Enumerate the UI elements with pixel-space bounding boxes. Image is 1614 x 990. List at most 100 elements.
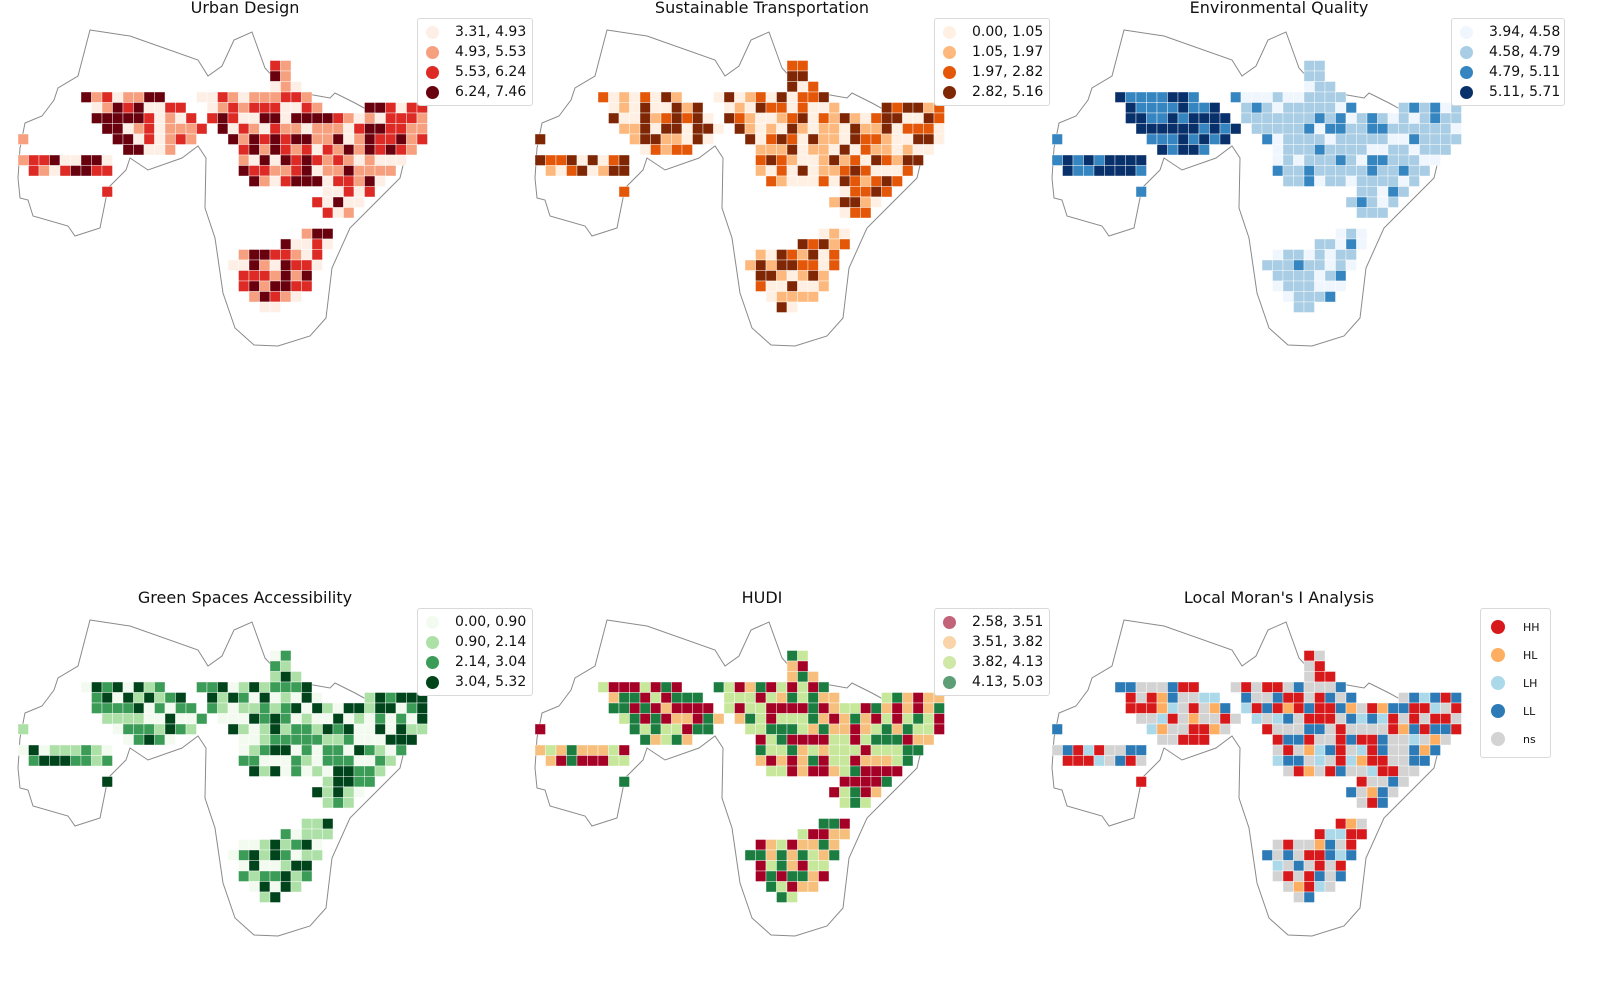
grid-cell [776,123,788,135]
grid-cell [849,755,861,767]
grid-cell [912,154,924,166]
grid-cell [786,259,798,271]
grid-cell [1156,133,1168,145]
grid-cell [238,280,250,292]
grid-cell [1272,91,1284,103]
grid-cell [1356,723,1368,735]
grid-cell [860,144,872,156]
grid-cell [639,692,651,704]
grid-cell [269,291,281,303]
grid-cell [280,723,292,735]
grid-cell [1272,870,1284,882]
grid-cell [860,797,872,809]
legend-label: 4.58, 4.79 [1489,44,1561,60]
grid-cell [786,692,798,704]
grid-cell [259,849,271,861]
grid-cell [217,713,229,725]
grid-cell [301,681,313,693]
grid-cell [1387,755,1399,767]
grid-cell [1377,744,1389,756]
grid-cell [332,797,344,809]
grid-cell [343,702,355,714]
grid-cell [828,144,840,156]
grid-cell [1429,144,1441,156]
grid-cell [248,175,260,187]
grid-cell [1335,280,1347,292]
grid-cell [1335,734,1347,746]
grid-cell [1293,280,1305,292]
grid-cell [227,692,239,704]
grid-cell [259,91,271,103]
grid-cell [849,744,861,756]
grid-cell [1303,175,1315,187]
grid-cell [923,144,935,156]
grid-cell [1167,713,1179,725]
grid-cell [629,702,641,714]
grid-cell [112,133,124,145]
legend-label: 2.58, 3.51 [972,614,1044,630]
grid-cell [1093,165,1105,177]
grid-cell [1272,723,1284,735]
grid-cell [881,102,893,114]
grid-cell [1314,102,1326,114]
grid-cell [217,112,229,124]
grid-cell [797,755,809,767]
grid-cell [765,839,777,851]
grid-cell [1387,133,1399,145]
grid-cell [248,870,260,882]
grid-cell [122,133,134,145]
grid-cell [28,165,40,177]
grid-cell [322,818,334,830]
grid-cell [839,765,851,777]
grid-cell [248,723,260,735]
grid-cell [1135,154,1147,166]
grid-cell [1324,713,1336,725]
legend: 2.58, 3.51 3.51, 3.82 3.82, 4.13 4.13, 5.03 [934,608,1051,696]
grid-cell [70,744,82,756]
grid-cell [1167,102,1179,114]
grid-cell [385,112,397,124]
grid-cell [1408,744,1420,756]
grid-cell [818,102,830,114]
grid-cell [374,723,386,735]
grid-cell [849,165,861,177]
grid-cell [248,849,260,861]
grid-cell [1083,744,1095,756]
grid-cell [1114,154,1126,166]
grid-cell [755,702,767,714]
grid-cell [807,133,819,145]
grid-cell [1440,692,1452,704]
legend-item: HL [1491,641,1540,669]
grid-cell [776,249,788,261]
grid-cell [322,238,334,250]
grid-cell [280,144,292,156]
grid-cell [1324,154,1336,166]
grid-cell [17,133,29,145]
grid-cell [807,744,819,756]
grid-cell [797,671,809,683]
grid-cell [576,154,588,166]
grid-cell [629,681,641,693]
grid-cell [269,133,281,145]
grid-cell [1282,102,1294,114]
grid-cell [1293,249,1305,261]
grid-cell [755,734,767,746]
grid-cell [618,154,630,166]
grid-cell [797,744,809,756]
grid-cell [259,891,271,903]
grid-cell [1450,702,1462,714]
grid-cell [1377,734,1389,746]
grid-cell [1240,91,1252,103]
grid-cell [1429,692,1441,704]
grid-cell [734,681,746,693]
legend-label: ns [1523,732,1536,746]
grid-cell [786,723,798,735]
grid-cell [374,154,386,166]
grid-cell [1345,702,1357,714]
grid-cell [1272,144,1284,156]
grid-cell [807,270,819,282]
grid-cell [692,723,704,735]
legend-item: 6.24, 7.46 [426,82,526,102]
legend-item: 1.97, 2.82 [943,62,1043,82]
grid-cell [1230,713,1242,725]
